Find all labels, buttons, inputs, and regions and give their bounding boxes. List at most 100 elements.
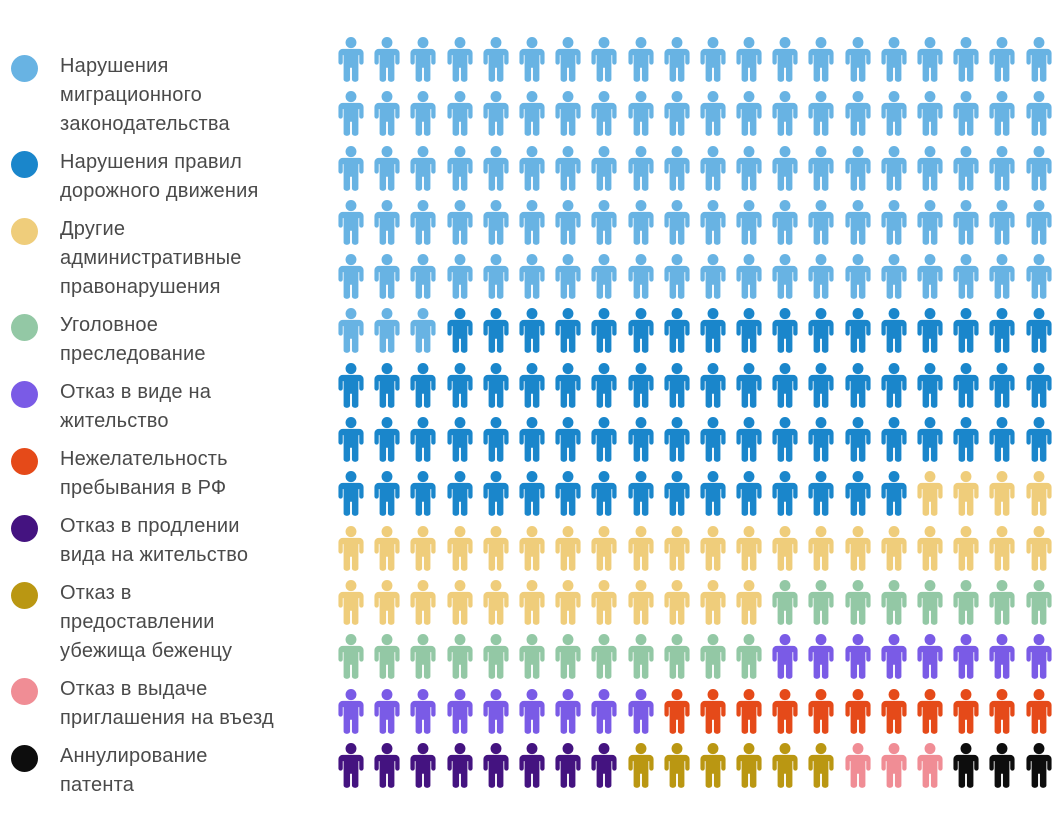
- person-icon: [519, 634, 545, 680]
- legend-item: Уголовное преследование: [11, 311, 326, 369]
- person-icon: [627, 579, 654, 625]
- person-icon: [953, 254, 979, 300]
- person-icon: [627, 634, 654, 680]
- person-icon: [808, 362, 834, 408]
- person-icon: [917, 91, 943, 137]
- legend-color-dot: [11, 448, 38, 475]
- person-icon: [591, 742, 617, 788]
- person-icon: [338, 471, 364, 517]
- person-icon: [338, 417, 364, 462]
- person-icon: [953, 634, 979, 680]
- person-icon: [555, 145, 581, 191]
- person-icon: [627, 199, 654, 245]
- person-icon: [410, 37, 436, 82]
- person-icon: [410, 254, 436, 300]
- person-icon: [736, 91, 762, 137]
- person-icon: [664, 634, 690, 680]
- person-icon: [989, 579, 1015, 625]
- person-icon: [447, 37, 473, 82]
- person-icon: [447, 254, 473, 300]
- person-icon: [845, 37, 871, 82]
- person-icon: [555, 525, 581, 571]
- person-icon: [519, 525, 545, 571]
- person-icon: [845, 688, 871, 734]
- person-icon: [627, 308, 654, 354]
- person-icon: [555, 199, 581, 245]
- person-icon: [845, 145, 871, 191]
- person-icon: [374, 37, 400, 82]
- person-icon: [447, 688, 473, 734]
- person-icon: [627, 362, 654, 408]
- person-icon: [483, 471, 509, 517]
- person-icon: [410, 525, 436, 571]
- person-icon: [555, 308, 581, 354]
- person-icon: [627, 37, 654, 82]
- person-icon: [519, 688, 545, 734]
- person-icon: [881, 362, 907, 408]
- legend-item: Отказ в выдаче приглашения на въезд: [11, 675, 326, 733]
- person-icon: [700, 417, 726, 462]
- person-icon: [772, 362, 798, 408]
- person-icon: [410, 362, 436, 408]
- person-icon: [953, 417, 979, 462]
- person-icon: [845, 525, 871, 571]
- person-icon: [483, 254, 509, 300]
- person-icon: [1026, 634, 1052, 680]
- person-icon: [410, 145, 436, 191]
- person-icon: [483, 417, 509, 462]
- person-icon: [1026, 37, 1052, 82]
- person-icon: [772, 91, 798, 137]
- person-icon: [917, 417, 943, 462]
- person-icon: [736, 525, 762, 571]
- legend-item-label: Нарушения правил дорожного движения: [60, 151, 259, 202]
- legend: Нарушения миграционного законодательства…: [11, 52, 326, 809]
- legend-item: Отказ в предоставлении убежища беженцу: [11, 579, 326, 666]
- person-icon: [808, 199, 834, 245]
- person-icon: [447, 145, 473, 191]
- person-icon: [989, 471, 1015, 517]
- person-icon: [374, 417, 400, 462]
- person-icon: [483, 525, 509, 571]
- person-icon: [953, 37, 979, 82]
- person-icon: [664, 308, 690, 354]
- person-icon: [374, 634, 400, 680]
- person-icon: [700, 471, 726, 517]
- person-icon: [808, 145, 834, 191]
- person-icon: [881, 634, 907, 680]
- person-icon: [519, 362, 545, 408]
- person-icon: [591, 362, 617, 408]
- person-icon: [338, 308, 364, 354]
- person-icon: [374, 308, 400, 354]
- person-icon: [374, 471, 400, 517]
- person-icon: [555, 688, 581, 734]
- legend-color-dot: [11, 515, 38, 542]
- person-icon: [881, 417, 907, 462]
- person-icon: [410, 417, 436, 462]
- person-icon: [845, 362, 871, 408]
- person-icon: [736, 37, 762, 82]
- person-icon: [555, 37, 581, 82]
- person-icon: [808, 308, 834, 354]
- person-icon: [664, 254, 690, 300]
- person-icon: [374, 688, 400, 734]
- person-icon: [808, 37, 834, 82]
- person-icon: [664, 471, 690, 517]
- person-icon: [1026, 199, 1052, 245]
- legend-item-label: Другие административные правонарушения: [60, 218, 242, 298]
- person-icon: [808, 579, 834, 625]
- person-icon: [917, 362, 943, 408]
- person-icon: [591, 417, 617, 462]
- person-icon: [483, 91, 509, 137]
- person-icon: [917, 254, 943, 300]
- person-icon: [700, 308, 726, 354]
- person-icon: [591, 579, 617, 625]
- person-icon: [338, 742, 364, 788]
- person-icon: [410, 742, 436, 788]
- person-icon: [736, 362, 762, 408]
- person-icon: [772, 37, 798, 82]
- person-icon: [627, 525, 654, 571]
- person-icon: [374, 254, 400, 300]
- person-icon: [700, 254, 726, 300]
- person-icon: [845, 199, 871, 245]
- person-icon: [627, 145, 654, 191]
